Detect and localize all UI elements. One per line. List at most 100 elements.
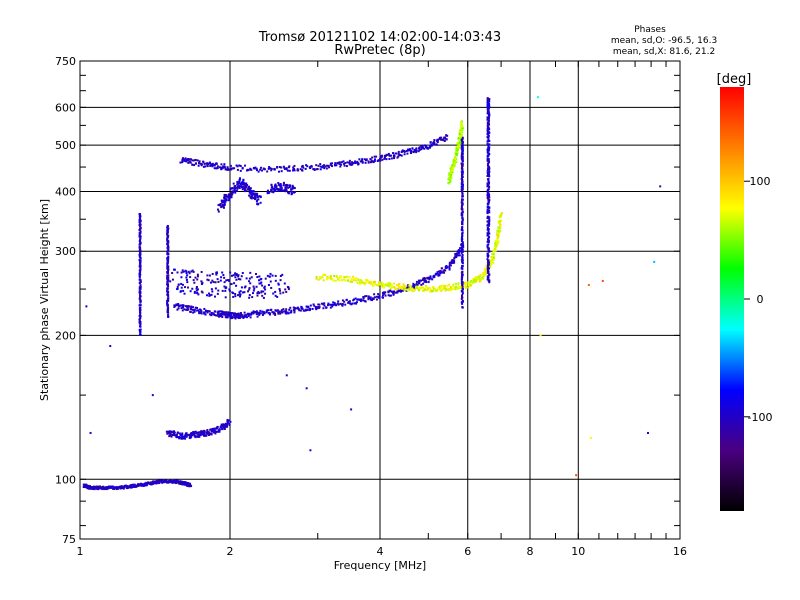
data-point <box>240 313 243 316</box>
data-point <box>188 161 191 164</box>
data-point <box>89 431 92 434</box>
data-point <box>288 308 291 311</box>
data-point <box>487 123 490 126</box>
y-tick-label: 400 <box>55 185 76 198</box>
data-point <box>181 157 184 160</box>
data-point <box>107 487 110 490</box>
data-point <box>536 96 539 99</box>
data-point <box>458 146 461 149</box>
data-point <box>403 153 406 156</box>
data-point <box>210 428 213 431</box>
data-point <box>349 302 352 305</box>
data-point <box>287 166 290 169</box>
y-tick-label: 200 <box>55 329 76 342</box>
data-point <box>370 159 373 162</box>
data-point <box>222 313 225 316</box>
data-point <box>372 280 375 283</box>
y-tick-label: 75 <box>62 533 76 546</box>
data-point <box>203 433 206 436</box>
data-point <box>378 159 381 162</box>
data-point <box>449 179 452 182</box>
data-point <box>461 277 464 280</box>
data-point <box>248 296 251 299</box>
data-point <box>198 160 201 163</box>
data-point <box>358 282 361 285</box>
data-point <box>285 168 288 171</box>
data-point <box>461 233 464 236</box>
data-point <box>454 255 457 258</box>
data-point <box>307 305 310 308</box>
data-point <box>213 167 216 170</box>
data-point <box>488 209 491 212</box>
data-point <box>456 151 459 154</box>
data-point <box>138 212 141 215</box>
data-point <box>254 196 257 199</box>
data-point <box>222 206 225 209</box>
data-point <box>167 285 170 288</box>
data-point <box>330 303 333 306</box>
data-point <box>319 276 322 279</box>
data-point <box>176 288 179 291</box>
data-point <box>231 315 234 318</box>
data-point <box>461 228 464 231</box>
data-point <box>206 309 209 312</box>
data-point <box>434 273 437 276</box>
data-point <box>181 161 184 164</box>
data-point <box>274 189 277 192</box>
data-point <box>139 230 142 233</box>
data-point <box>459 140 462 143</box>
data-point <box>252 197 255 200</box>
data-point <box>497 235 500 238</box>
data-point <box>444 269 447 272</box>
data-point <box>277 188 280 191</box>
data-point <box>166 301 169 304</box>
data-point <box>167 241 170 244</box>
data-point <box>189 276 192 279</box>
data-point <box>487 206 490 209</box>
data-point <box>210 293 213 296</box>
data-point <box>439 272 442 275</box>
data-point <box>329 303 332 306</box>
data-point <box>399 285 402 288</box>
data-point <box>192 311 195 314</box>
data-point <box>457 283 460 286</box>
data-point <box>486 98 489 101</box>
data-point <box>460 273 463 276</box>
data-point <box>234 316 237 319</box>
data-point <box>402 283 405 286</box>
data-point <box>486 244 489 247</box>
data-point <box>367 295 370 298</box>
data-point <box>219 315 222 318</box>
data-point <box>378 283 381 286</box>
data-point <box>271 185 274 188</box>
data-point <box>182 304 185 307</box>
data-point <box>277 170 280 173</box>
data-point <box>418 282 421 285</box>
data-point <box>459 247 462 250</box>
data-point <box>388 285 391 288</box>
data-point <box>388 283 391 286</box>
data-point <box>487 232 490 235</box>
data-point <box>461 218 464 221</box>
data-point <box>262 290 265 293</box>
data-point <box>208 313 211 316</box>
data-point <box>390 157 393 160</box>
data-point <box>85 485 88 488</box>
data-point <box>460 167 463 170</box>
data-point <box>488 235 491 238</box>
data-point <box>205 294 208 297</box>
data-point <box>364 161 367 164</box>
data-point <box>453 163 456 166</box>
data-point <box>215 271 218 274</box>
data-point <box>193 281 196 284</box>
data-point <box>439 269 442 272</box>
data-point <box>256 276 259 279</box>
data-point <box>88 485 91 488</box>
data-point <box>333 274 336 277</box>
data-point <box>389 282 392 285</box>
data-point <box>227 196 230 199</box>
data-point <box>659 185 662 188</box>
data-point <box>257 311 260 314</box>
data-point <box>214 281 217 284</box>
data-point <box>175 481 178 484</box>
